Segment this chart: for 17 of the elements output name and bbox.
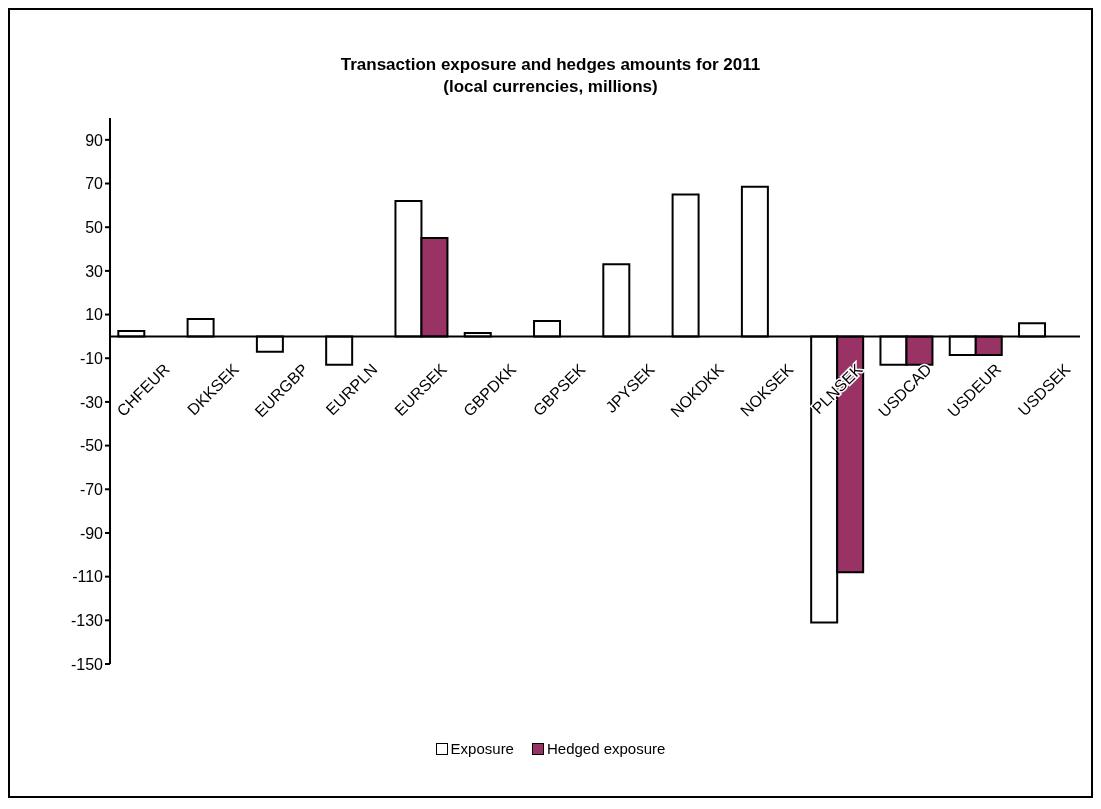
y-tick-label: -30 [79,393,104,411]
legend-label: Hedged exposure [545,740,666,757]
y-tick-label: -150 [70,655,104,673]
y-tick-label: -50 [79,437,104,455]
y-tick-label: -70 [79,480,104,498]
y-tick-label: -130 [70,612,104,629]
legend-label: Exposure [449,740,514,757]
chart-subtitle: (local currencies, millions) [442,76,659,98]
y-tick-label: -110 [72,568,104,586]
y-tick-label: -90 [79,524,104,542]
chart-title: Transaction exposure and hedges amounts for 2011 [339,54,762,76]
y-tick-label: 50 [85,218,104,236]
y-tick-label: 30 [85,262,104,280]
y-tick-label: 10 [85,306,104,324]
y-tick-label: 70 [85,175,104,193]
y-tick-label: 90 [85,131,104,149]
y-tick-label: -10 [79,349,104,367]
